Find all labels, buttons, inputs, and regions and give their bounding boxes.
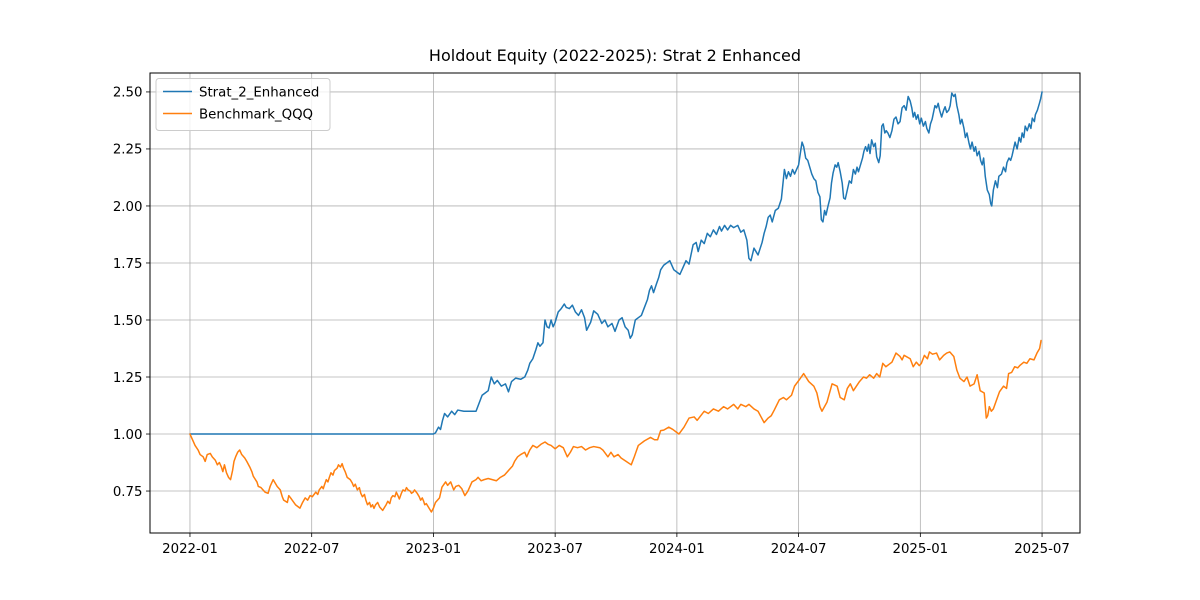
x-tick-label: 2024-07 — [771, 542, 827, 557]
x-tick-label: 2022-07 — [284, 542, 340, 557]
legend-label-strat-2-enhanced: Strat_2_Enhanced — [199, 85, 319, 100]
legend: Strat_2_Enhanced Benchmark_QQQ — [155, 78, 331, 131]
x-tick-label: 2025-07 — [1014, 542, 1070, 557]
y-tick-label: 2.50 — [113, 86, 143, 101]
x-tick-label: 2023-01 — [406, 542, 462, 557]
series-line-benchmark-qqq — [189, 339, 1042, 513]
y-tick-label: 1.00 — [113, 428, 143, 443]
legend-label-benchmark-qqq: Benchmark_QQQ — [199, 107, 313, 122]
y-tick-label: 2.00 — [113, 200, 143, 215]
x-tick-label: 2022-01 — [162, 542, 218, 557]
x-tick-label: 2024-01 — [649, 542, 705, 557]
x-tick-label: 2023-07 — [527, 542, 583, 557]
axes-layer: 0.75 1.00 1.25 1.50 1.75 2.00 2.25 2.50 2022-01 2… — [113, 72, 1081, 557]
series-line-strat-2-enhanced — [189, 91, 1043, 435]
y-tick-label: 0.75 — [113, 485, 143, 500]
chart-title: Holdout Equity (2022-2025): Strat 2 Enha… — [429, 46, 801, 65]
x-tick-label: 2025-01 — [892, 542, 948, 557]
y-tick-label: 1.75 — [113, 257, 143, 272]
y-tick-label: 1.25 — [113, 371, 143, 386]
y-tick-label: 2.25 — [113, 143, 143, 158]
legend-box — [155, 78, 331, 131]
y-tick-label: 1.50 — [113, 314, 143, 329]
series-layer — [189, 91, 1043, 513]
plot-border — [149, 72, 1081, 534]
